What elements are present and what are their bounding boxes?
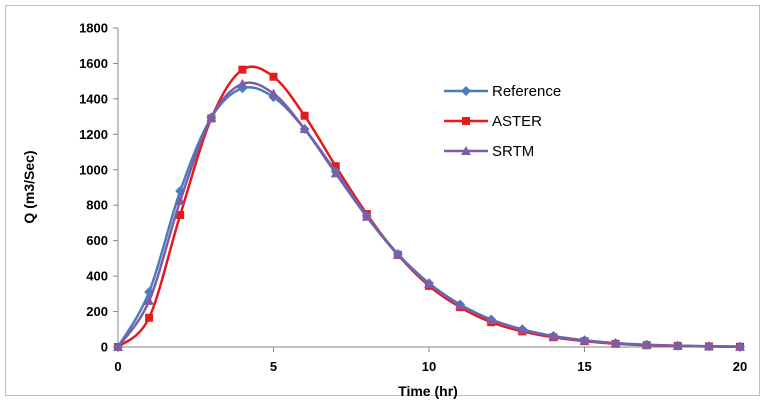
- x-tick-label: 15: [577, 359, 591, 374]
- legend-label-aster: ASTER: [492, 113, 542, 130]
- legend-label-reference: Reference: [492, 83, 561, 100]
- data-point-srtm: [672, 340, 683, 350]
- y-tick-label: 1000: [79, 162, 108, 177]
- data-point-srtm: [548, 331, 559, 341]
- data-point-aster: [176, 210, 185, 219]
- tick-labels: 0 200 400 600 800 1000 1200 1400 1600 1800 0 5 10 15 2…: [79, 21, 747, 375]
- data-point-srtm: [206, 112, 217, 122]
- data-point-srtm: [361, 211, 372, 221]
- y-tick-label: 1800: [79, 21, 108, 36]
- data-point-srtm: [579, 335, 590, 345]
- legend: Reference ASTER SRTM: [444, 83, 561, 160]
- data-point-srtm: [330, 168, 341, 178]
- legend-item-reference: Reference: [444, 83, 561, 100]
- data-point-srtm: [610, 338, 621, 348]
- data-point-aster: [331, 162, 340, 171]
- x-tick-label: 5: [270, 359, 277, 374]
- y-tick-label: 600: [86, 233, 108, 248]
- x-tick-label: 20: [733, 359, 747, 374]
- data-point-aster: [238, 65, 247, 74]
- legend-label-srtm: SRTM: [492, 143, 534, 160]
- data-point-srtm: [424, 279, 434, 289]
- data-point-aster: [145, 313, 154, 322]
- data-point-aster: [269, 72, 278, 81]
- data-point-srtm: [703, 341, 714, 351]
- data-point-srtm: [237, 78, 248, 88]
- legend-marker-srtm: [461, 146, 471, 155]
- axes: [113, 27, 741, 352]
- legend-marker-reference: [461, 86, 471, 96]
- x-tick-label: 0: [114, 359, 121, 374]
- data-point-aster: [300, 111, 309, 120]
- data-point-srtm: [299, 124, 310, 134]
- data-point-srtm: [735, 341, 745, 351]
- data-point-srtm: [144, 295, 155, 305]
- y-tick-label: 800: [86, 198, 108, 213]
- legend-marker-aster: [462, 117, 470, 125]
- y-tick-label: 1600: [79, 56, 108, 71]
- series-line-aster: [117, 65, 741, 349]
- legend-item-aster: ASTER: [444, 113, 542, 130]
- y-tick-label: 400: [86, 269, 108, 284]
- series-layer: [113, 65, 745, 352]
- series-line-reference: [116, 86, 741, 348]
- series-srtm: [113, 78, 745, 351]
- x-axis-title: Time (hr): [398, 383, 458, 399]
- y-tick-label: 1400: [79, 91, 108, 106]
- data-point-srtm: [641, 339, 652, 349]
- data-point-srtm: [392, 249, 403, 259]
- y-tick-label: 200: [86, 304, 108, 319]
- x-tick-label: 10: [422, 359, 436, 374]
- y-tick-label: 1200: [79, 127, 108, 142]
- series-aster: [114, 65, 744, 351]
- y-tick-label: 0: [101, 340, 108, 355]
- legend-item-srtm: SRTM: [444, 143, 534, 160]
- data-point-srtm: [486, 315, 497, 325]
- data-point-srtm: [517, 324, 528, 334]
- data-point-srtm: [113, 342, 123, 351]
- data-point-srtm: [268, 88, 279, 98]
- data-point-srtm: [455, 300, 466, 310]
- y-axis-title: Q (m3/Sec): [21, 150, 37, 223]
- data-point-srtm: [175, 195, 186, 205]
